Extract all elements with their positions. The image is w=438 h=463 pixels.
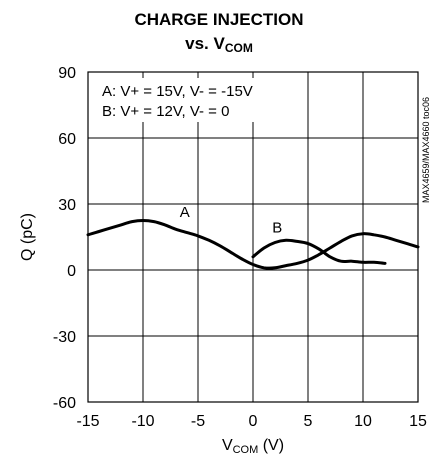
x-tick-labels: -15 -10 -5 0 5 10 15: [76, 413, 427, 430]
y-tick-label: 90: [58, 65, 76, 82]
x-axis-label-main: V: [222, 437, 233, 454]
plot-frame: [87, 71, 419, 403]
legend-background: [96, 78, 286, 122]
series-label-b: B: [272, 220, 282, 237]
series-line-b: [251, 238, 387, 265]
x-tick-label: 5: [304, 413, 313, 430]
x-tick-label: 10: [354, 413, 372, 430]
y-tick-label: 30: [58, 197, 76, 214]
chart-title-line1: CHARGE INJECTION: [134, 10, 303, 29]
chart-title: CHARGE INJECTION vs. VCOM: [134, 10, 303, 55]
part-number-label: MAX4659/MAX4660 toc06: [421, 97, 431, 203]
x-axis-label: VCOM (V): [222, 437, 284, 456]
y-tick-labels: -60 -30 0 30 60 90: [53, 65, 76, 412]
y-tick-label: 60: [58, 131, 76, 148]
chart-title-prefix: vs. V: [185, 34, 225, 53]
chart-title-subscript: COM: [225, 41, 253, 55]
x-tick-label: 0: [249, 413, 258, 430]
annotation-layer: AB: [180, 204, 282, 236]
x-tick-label: -5: [191, 413, 205, 430]
series-layer: [86, 219, 420, 270]
x-tick-label: -10: [131, 413, 154, 430]
x-axis-label-unit: (V): [258, 437, 284, 454]
series-label-a: A: [180, 204, 190, 221]
legend-entry-a: A: V+ = 15V, V- = -15V: [102, 83, 253, 100]
y-axis-label: Q (pC): [19, 213, 36, 261]
series-line-a: [86, 219, 420, 270]
x-tick-label: -15: [76, 413, 99, 430]
x-axis-label-sub: COM: [233, 444, 259, 456]
chart-title-line2: vs. VCOM: [185, 34, 253, 55]
y-tick-label: 0: [67, 263, 76, 280]
y-tick-label: -30: [53, 329, 76, 346]
x-tick-label: 15: [409, 413, 427, 430]
legend-entry-b: B: V+ = 12V, V- = 0: [102, 103, 229, 120]
y-tick-label: -60: [53, 395, 76, 412]
